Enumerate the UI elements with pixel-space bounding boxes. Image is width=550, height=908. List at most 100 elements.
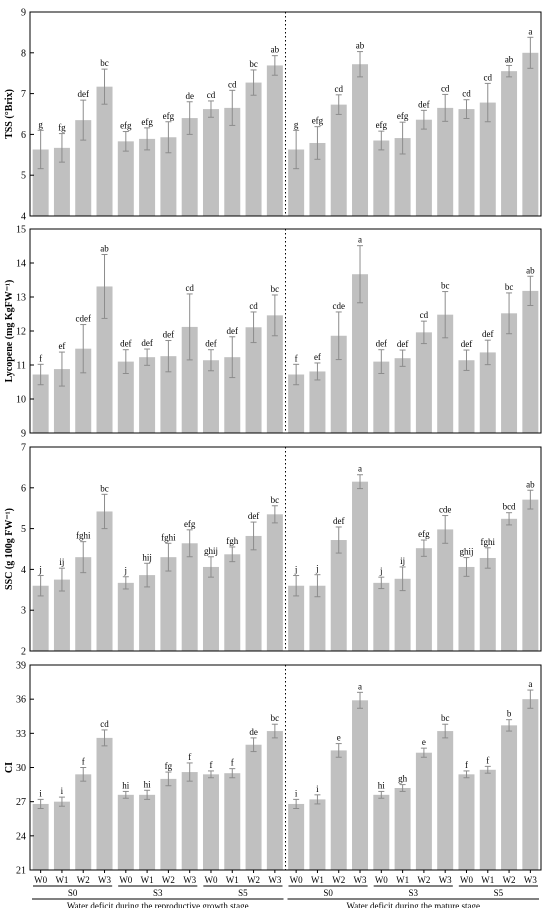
bar xyxy=(160,137,177,216)
bar xyxy=(522,699,539,870)
stage-label: S3 xyxy=(153,888,163,898)
significance-letter: bc xyxy=(249,59,258,69)
bar xyxy=(330,540,347,651)
bar xyxy=(415,548,432,651)
significance-letter: hi xyxy=(144,779,152,789)
bar xyxy=(394,138,411,216)
y-tick-label: 14 xyxy=(16,259,26,270)
x-tick-label: W0 xyxy=(34,875,47,885)
bar xyxy=(266,514,283,651)
significance-letter: a xyxy=(528,26,532,36)
significance-letter: cd xyxy=(334,84,343,94)
stage-label: S3 xyxy=(408,888,418,898)
x-tick-label: W1 xyxy=(311,875,324,885)
bar xyxy=(202,774,219,870)
significance-letter: fgh xyxy=(226,536,238,546)
bar xyxy=(501,71,518,216)
bar xyxy=(96,737,113,870)
bar xyxy=(53,147,70,216)
significance-letter: def xyxy=(418,99,430,109)
significance-letter: hi xyxy=(378,780,386,790)
bar xyxy=(202,360,219,433)
y-tick-label: 12 xyxy=(16,327,26,338)
significance-letter: f xyxy=(295,353,298,363)
bar xyxy=(32,149,49,216)
bar xyxy=(181,118,198,216)
significance-letter: def xyxy=(141,338,153,348)
x-tick-label: W2 xyxy=(77,875,90,885)
x-tick-label: W3 xyxy=(354,875,367,885)
x-tick-label: W0 xyxy=(119,875,132,885)
bar xyxy=(352,481,369,651)
y-tick-label: 9 xyxy=(21,8,26,19)
significance-letter: f xyxy=(209,760,212,770)
bar xyxy=(53,579,70,651)
significance-letter: b xyxy=(507,709,512,719)
bar xyxy=(458,566,475,651)
bar xyxy=(437,107,454,216)
bar xyxy=(96,86,113,216)
stage-label: S0 xyxy=(323,888,333,898)
y-axis-label: SSC (g 100g FW⁻¹) xyxy=(4,508,15,590)
x-tick-label: W2 xyxy=(162,875,175,885)
bar xyxy=(117,361,134,433)
x-tick-label: W2 xyxy=(417,875,430,885)
bar xyxy=(266,731,283,870)
y-tick-label: 11 xyxy=(16,361,26,372)
bar xyxy=(288,149,305,216)
significance-letter: ghij xyxy=(204,546,218,556)
bar xyxy=(501,518,518,651)
stage-label: S5 xyxy=(494,888,504,898)
significance-letter: efg xyxy=(418,529,430,539)
bar xyxy=(117,794,134,870)
significance-letter: cd xyxy=(420,310,429,320)
significance-letter: cd xyxy=(249,301,258,311)
bar xyxy=(522,499,539,651)
significance-letter: fghi xyxy=(161,532,176,542)
significance-letter: ef xyxy=(58,341,65,351)
y-tick-label: 39 xyxy=(16,661,26,672)
significance-letter: de xyxy=(249,727,258,737)
significance-letter: ab xyxy=(526,479,535,489)
bar xyxy=(309,371,326,433)
bar xyxy=(352,274,369,433)
y-tick-label: 10 xyxy=(16,395,26,406)
y-tick-label: 30 xyxy=(16,763,26,774)
bar xyxy=(75,120,92,216)
x-tick-label: W2 xyxy=(332,875,345,885)
y-tick-label: 33 xyxy=(16,729,26,740)
x-tick-label: W3 xyxy=(268,875,281,885)
x-tick-label: W3 xyxy=(183,875,196,885)
significance-letter: g xyxy=(294,119,299,129)
significance-letter: efg xyxy=(312,116,324,126)
bar xyxy=(522,290,539,433)
y-tick-label: 36 xyxy=(16,695,26,706)
x-tick-label: W1 xyxy=(55,875,68,885)
significance-letter: cd xyxy=(207,90,216,100)
significance-letter: efg xyxy=(141,117,153,127)
bar xyxy=(330,335,347,433)
significance-letter: a xyxy=(358,235,362,245)
significance-letter: f xyxy=(486,755,489,765)
significance-letter: j xyxy=(294,565,298,575)
bar xyxy=(479,102,496,216)
bar xyxy=(245,327,262,433)
x-tick-label: W1 xyxy=(396,875,409,885)
bar xyxy=(352,64,369,216)
y-tick-label: 6 xyxy=(21,483,26,494)
significance-letter: bc xyxy=(100,483,109,493)
bar xyxy=(266,65,283,216)
bar xyxy=(96,286,113,433)
x-tick-label: W1 xyxy=(481,875,494,885)
bar xyxy=(245,535,262,651)
significance-letter: bc xyxy=(271,495,280,505)
significance-letter: ij xyxy=(59,557,64,567)
y-tick-label: 24 xyxy=(16,831,26,842)
bar xyxy=(245,82,262,216)
significance-letter: e xyxy=(337,733,341,743)
x-tick-label: W0 xyxy=(375,875,388,885)
significance-letter: i xyxy=(295,788,298,798)
significance-letter: def xyxy=(248,511,260,521)
significance-letter: i xyxy=(61,786,64,796)
y-tick-label: 4 xyxy=(21,212,26,223)
